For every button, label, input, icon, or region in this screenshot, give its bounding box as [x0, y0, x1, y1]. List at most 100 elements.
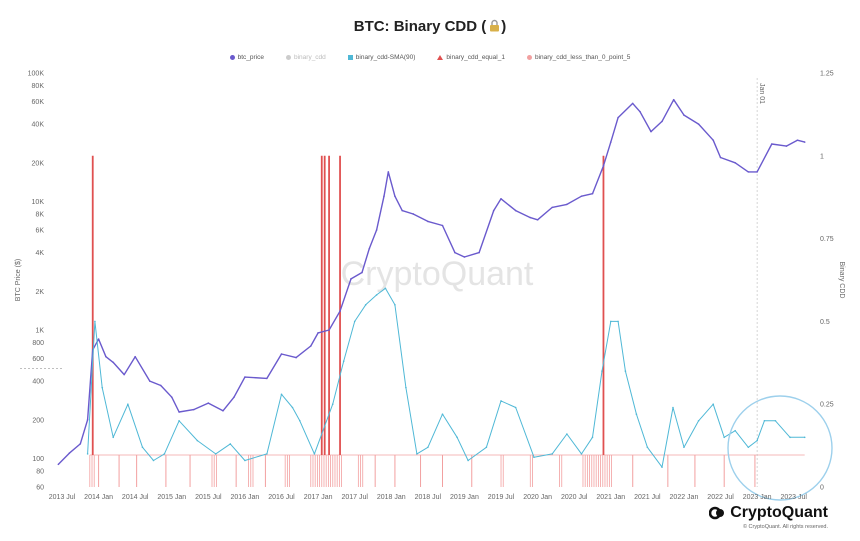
series-point-0-15: [207, 402, 210, 404]
x-tick-label: 2016 Jul: [268, 494, 295, 501]
series-point-0-38: [463, 256, 466, 258]
series-point-1-33: [514, 406, 517, 409]
y-left-tick-label: 1K: [35, 327, 44, 334]
y-right-tick-label: 1.25: [820, 71, 834, 78]
series-point-1-42: [624, 370, 627, 372]
footer-brand: CryptoQuant: [709, 504, 828, 522]
series-line-binary-cdd-sma-90-: [87, 287, 805, 468]
series-point-1-31: [485, 446, 488, 449]
series-point-1-4: [127, 403, 129, 406]
y-left-tick-label: 80K: [32, 83, 45, 90]
chart-title-close: ): [501, 18, 507, 35]
legend-label: binary_cdd: [293, 54, 326, 61]
series-point-1-2: [101, 386, 104, 389]
series-point-1-8: [178, 419, 180, 422]
y-left-tick-label: 200: [32, 417, 44, 424]
watermark: CryptoQuant: [341, 255, 534, 293]
series-point-0-52: [631, 102, 634, 105]
x-tick-label: 2017 Jan: [304, 494, 333, 501]
series-point-0-45: [551, 206, 554, 209]
series-point-1-3: [112, 436, 115, 439]
series-point-1-18: [331, 403, 334, 406]
series-point-0-53: [639, 110, 641, 113]
series-point-1-15: [291, 406, 294, 409]
series-point-0-13: [178, 411, 180, 413]
legend-label: binary_cdd_equal_1: [446, 54, 505, 61]
series-point-0-26: [350, 278, 352, 280]
footer-brand-text: CryptoQuant: [730, 504, 828, 521]
x-tick-label: 2021 Jul: [634, 494, 661, 501]
legend-item-binary-cdd[interactable]: binary_cdd: [285, 54, 326, 61]
series-point-0-19: [266, 377, 268, 380]
legend-item-binary-cdd-equal-1[interactable]: binary_cdd_equal_1: [437, 54, 505, 61]
series-point-0-6: [105, 355, 107, 358]
series-point-1-41: [617, 320, 619, 323]
series-point-1-56: [789, 436, 791, 439]
y-left-tick-label: 100: [32, 456, 44, 463]
series-point-1-32: [500, 400, 502, 402]
series-point-1-0: [86, 453, 89, 455]
series-point-1-49: [712, 403, 715, 406]
series-point-0-23: [317, 332, 319, 334]
series-point-1-23: [384, 287, 387, 290]
series-point-1-46: [672, 406, 674, 409]
series-point-1-51: [734, 429, 736, 432]
series-point-0-39: [478, 251, 480, 254]
series-line-btc-price: [57, 98, 805, 465]
y-left-tick-label: 6K: [35, 228, 44, 235]
y-left-tick-label: 60: [36, 485, 44, 492]
series-point-1-34: [533, 456, 535, 458]
legend-swatch: [526, 55, 532, 60]
series-point-1-29: [456, 436, 458, 439]
series-point-1-27: [427, 446, 429, 449]
series-point-0-30: [383, 195, 385, 197]
legend-swatch: [229, 55, 235, 60]
series-point-0-31: [387, 171, 390, 173]
legend-item-binary-cdd-less-than-0-point-5[interactable]: binary_cdd_less_than_0_point_5: [526, 54, 631, 61]
x-tick-label: 2015 Jul: [195, 494, 222, 501]
series-point-0-16: [222, 410, 224, 412]
series-point-1-53: [756, 439, 758, 442]
series-point-1-19: [342, 360, 345, 362]
series-point-0-64: [770, 143, 773, 145]
series-point-1-16: [299, 419, 301, 422]
x-tick-label: 2018 Jul: [415, 494, 442, 501]
lock-icon: [488, 19, 501, 32]
series-point-0-46: [566, 203, 568, 206]
y-right-tick-label: 1: [820, 153, 824, 160]
series-point-0-55: [661, 120, 663, 123]
legend-swatch: [437, 55, 444, 60]
series-point-0-32: [394, 195, 396, 197]
legend-swatch: [347, 55, 353, 60]
x-tick-label: 2014 Jan: [84, 494, 113, 501]
series-point-1-17: [313, 453, 316, 455]
series-point-1-6: [152, 459, 155, 462]
series-point-1-11: [229, 443, 232, 445]
series-point-0-58: [697, 123, 700, 125]
series-point-0-67: [803, 141, 806, 143]
series-point-1-13: [266, 453, 268, 455]
series-point-1-35: [551, 453, 554, 455]
series-point-1-39: [601, 370, 603, 372]
series-point-0-3: [86, 419, 89, 421]
series-point-0-61: [734, 162, 736, 164]
series-point-0-9: [134, 355, 136, 358]
legend-label: btc_price: [237, 54, 264, 61]
y-right-tick-label: 0.25: [820, 402, 834, 409]
highlight-circle: [727, 395, 833, 501]
y-left-tick-label: 100K: [28, 71, 45, 78]
series-point-0-20: [280, 353, 283, 355]
legend-item-btc-price[interactable]: btc_price: [229, 54, 264, 61]
y-right-tick-label: 0: [820, 485, 824, 492]
series-point-0-8: [123, 373, 125, 376]
series-point-0-51: [617, 116, 619, 119]
series-point-0-36: [441, 224, 444, 227]
series-point-0-14: [192, 408, 195, 411]
legend-label: binary_cdd_less_than_0_point_5: [534, 54, 631, 61]
series-point-1-37: [580, 453, 583, 455]
series-point-1-30: [467, 459, 469, 462]
series-point-1-14: [280, 393, 283, 396]
series-point-0-62: [747, 171, 750, 173]
y-right-tick-label: 0.5: [820, 319, 830, 326]
legend-item-binary-cdd-sma-90-[interactable]: binary_cdd-SMA(90): [347, 54, 415, 61]
